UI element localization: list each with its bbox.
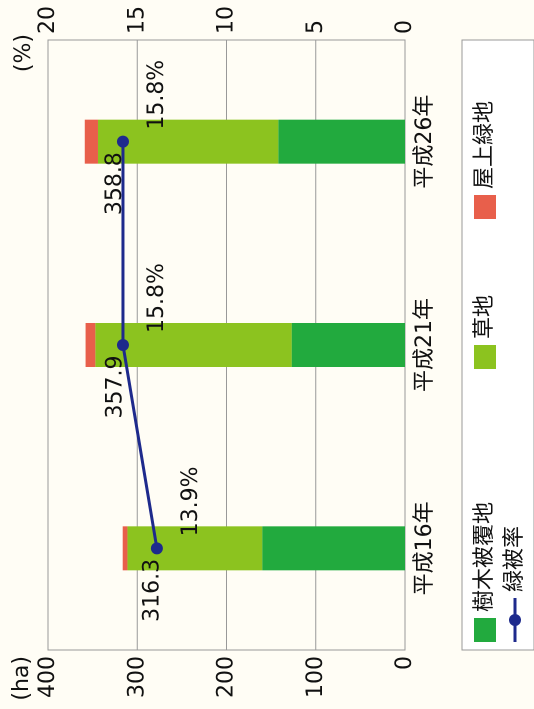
bar-segment xyxy=(127,526,263,571)
x-tick-label: 平成26年 xyxy=(412,95,437,189)
bar-segment xyxy=(97,119,279,164)
y2-tick-label: 0 xyxy=(392,20,417,34)
chart-body: 0 100 200 300 400 0 5 10 15 20 (ha) (%) 316.3 平成16年 35… xyxy=(9,6,534,701)
y2-tick-label: 15 xyxy=(124,6,149,34)
legend-swatch xyxy=(474,345,496,369)
value-label: 15.8% xyxy=(144,263,169,333)
y2-tick-label: 20 xyxy=(35,6,60,34)
x-tick-label: 平成21年 xyxy=(412,298,437,392)
y-tick-label: 0 xyxy=(392,656,417,670)
y-tick-label: 300 xyxy=(124,656,149,698)
bar-segment xyxy=(291,323,405,367)
legend-label: 樹木被覆地 xyxy=(472,502,497,612)
bar-segment xyxy=(122,526,128,571)
legend-swatch xyxy=(474,195,496,219)
total-label: 357.9 xyxy=(103,356,128,419)
legend-label: 草地 xyxy=(472,295,497,339)
y-tick-label: 400 xyxy=(35,656,60,698)
bar-segment xyxy=(95,323,292,367)
x-tick-label: 平成16年 xyxy=(412,501,437,595)
y2-tick-label: 10 xyxy=(214,6,239,34)
bar-segment xyxy=(85,323,96,367)
legend-box xyxy=(461,39,534,651)
legend-label: 屋上緑地 xyxy=(472,101,497,189)
legend-swatch xyxy=(474,618,496,642)
y-tick-label: 200 xyxy=(214,656,239,698)
value-label: 15.8% xyxy=(144,60,169,130)
bar-segment xyxy=(84,119,98,164)
y-axis-label: (ha) xyxy=(9,656,34,701)
line-point xyxy=(116,135,129,148)
y2-axis-label: (%) xyxy=(11,34,36,72)
legend-label: 緑被率 xyxy=(502,526,527,592)
y2-tick-label: 5 xyxy=(303,20,328,34)
legend-marker xyxy=(509,614,521,626)
bar-segment xyxy=(262,526,406,571)
total-label: 316.3 xyxy=(140,559,165,622)
value-label: 13.9% xyxy=(178,466,203,536)
y-tick-label: 100 xyxy=(303,656,328,698)
line-point xyxy=(116,339,129,351)
bar-segment xyxy=(278,119,406,164)
line-point xyxy=(150,542,163,555)
